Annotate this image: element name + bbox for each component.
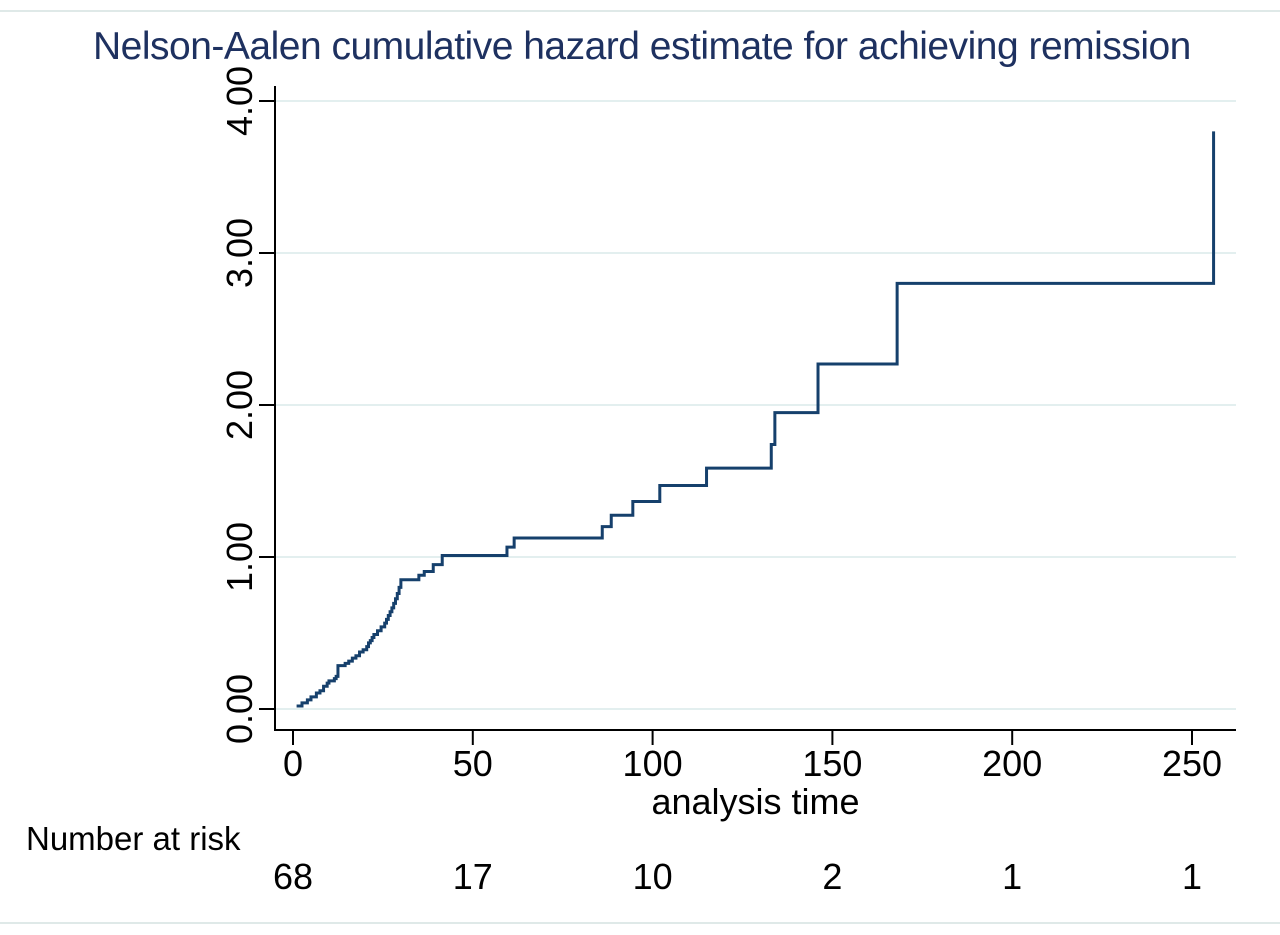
- x-tick-label: 100: [623, 743, 683, 784]
- risk-count: 68: [272, 856, 314, 897]
- x-tick-label: 200: [982, 743, 1042, 784]
- chart-title: Nelson-Aalen cumulative hazard estimate …: [93, 25, 1191, 68]
- risk-count: 2: [822, 856, 843, 897]
- bottom-rule: [0, 922, 1280, 924]
- risk-count: 10: [632, 856, 673, 897]
- y-tick-label: 1.00: [219, 522, 260, 592]
- risk-count: 1: [1181, 856, 1203, 897]
- risk-table-values: 68 17 10 2 1 1: [0, 856, 1280, 897]
- top-rule: [0, 10, 1280, 12]
- y-tick-label: 0.00: [219, 674, 260, 744]
- risk-count: 17: [452, 856, 493, 897]
- risk-table-label: Number at risk: [26, 820, 241, 857]
- x-axis-title: analysis time: [651, 781, 860, 822]
- x-tick-label: 0: [283, 743, 303, 784]
- y-tick-label: 3.00: [219, 218, 260, 288]
- x-tick-label: 50: [453, 743, 493, 784]
- y-tick-label: 4.00: [219, 66, 260, 136]
- risk-count: 1: [1002, 856, 1023, 897]
- y-tick-label: 2.00: [219, 370, 260, 440]
- x-tick-label: 250: [1162, 743, 1222, 784]
- x-tick-label: 150: [802, 743, 862, 784]
- hazard-curve: [296, 131, 1216, 708]
